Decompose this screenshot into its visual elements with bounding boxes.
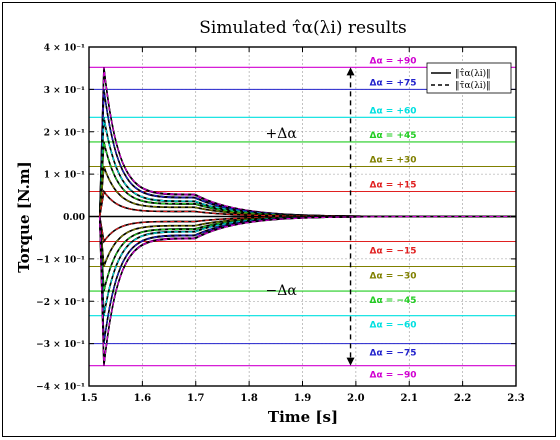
y-tick-label: 0.00 bbox=[63, 213, 85, 223]
legend-label: ‖τ̄α(λi)‖ bbox=[455, 80, 491, 91]
reference-label: Δα = −60 bbox=[369, 321, 416, 331]
chart-title: Simulated τ̂α(λi) results bbox=[199, 18, 407, 38]
x-axis-label: Time [s] bbox=[268, 408, 338, 426]
delta-annotation: −Δα bbox=[266, 283, 298, 299]
y-tick-label: −2 × 10⁻¹ bbox=[36, 298, 85, 308]
x-tick-label: 1.8 bbox=[240, 393, 257, 404]
x-tick-label: 1.9 bbox=[294, 393, 311, 404]
reference-label: Δα = +90 bbox=[369, 56, 416, 66]
x-tick-label: 2.3 bbox=[507, 393, 524, 404]
reference-label: Δα = +45 bbox=[369, 131, 416, 141]
x-tick-label: 1.5 bbox=[80, 393, 97, 404]
y-tick-label: 1 × 10⁻¹ bbox=[44, 171, 85, 181]
delta-annotation: +Δα bbox=[266, 126, 298, 142]
delta-arrow-head-down bbox=[346, 357, 355, 366]
y-tick-label: 2 × 10⁻¹ bbox=[44, 128, 85, 138]
x-tick-label: 1.7 bbox=[187, 393, 204, 404]
x-tick-label: 2.0 bbox=[347, 393, 364, 404]
reference-label: Δα = −30 bbox=[369, 272, 416, 282]
reference-label: Δα = +75 bbox=[369, 78, 416, 88]
reference-label: Δα = −15 bbox=[369, 247, 416, 257]
legend-label: ‖τ̂α(λi)‖ bbox=[455, 68, 491, 79]
reference-label: Δα = +60 bbox=[369, 106, 416, 116]
reference-label: Δα = −90 bbox=[369, 371, 416, 381]
y-tick-label: −1 × 10⁻¹ bbox=[36, 255, 85, 265]
reference-label: Δα = +30 bbox=[369, 155, 416, 165]
x-tick-label: 2.2 bbox=[454, 393, 471, 404]
y-tick-label: 3 × 10⁻¹ bbox=[44, 86, 85, 96]
reference-label: Δα = +15 bbox=[369, 180, 416, 190]
legend-box bbox=[426, 62, 512, 94]
trace-dashed-line bbox=[99, 215, 516, 366]
x-tick-label: 2.1 bbox=[401, 393, 418, 404]
y-tick-label: −3 × 10⁻¹ bbox=[36, 340, 85, 350]
legend: ‖τ̂α(λi)‖‖τ̄α(λi)‖ bbox=[426, 62, 512, 94]
chart-frame: Δα = +90 Δα = +75 Δα = +60 Δα = +45 Δα = +30… bbox=[2, 2, 556, 437]
reference-label: Δα = −75 bbox=[369, 349, 416, 359]
chart-svg: Δα = +90 Δα = +75 Δα = +60 Δα = +45 Δα = +30… bbox=[15, 18, 525, 426]
reference-levels: Δα = +90 Δα = +75 Δα = +60 Δα = +45 Δα = +30… bbox=[89, 56, 516, 381]
x-tick-label: 1.6 bbox=[134, 393, 151, 404]
reference-label: Δα = −45 bbox=[369, 296, 416, 306]
delta-arrow-head-up bbox=[346, 67, 355, 76]
axes-layer: 1.5 1.6 1.7 1.8 1.9 2.0 2.1 2.2 2.3 4 × 10⁻¹ 3 × 1… bbox=[36, 44, 525, 405]
annotations-layer: +Δα −Δα bbox=[266, 67, 355, 366]
y-axis-label: Torque [N.m] bbox=[15, 161, 33, 273]
y-tick-label: −4 × 10⁻¹ bbox=[36, 383, 85, 393]
y-tick-label: 4 × 10⁻¹ bbox=[44, 44, 85, 54]
traces-layer bbox=[89, 67, 516, 366]
